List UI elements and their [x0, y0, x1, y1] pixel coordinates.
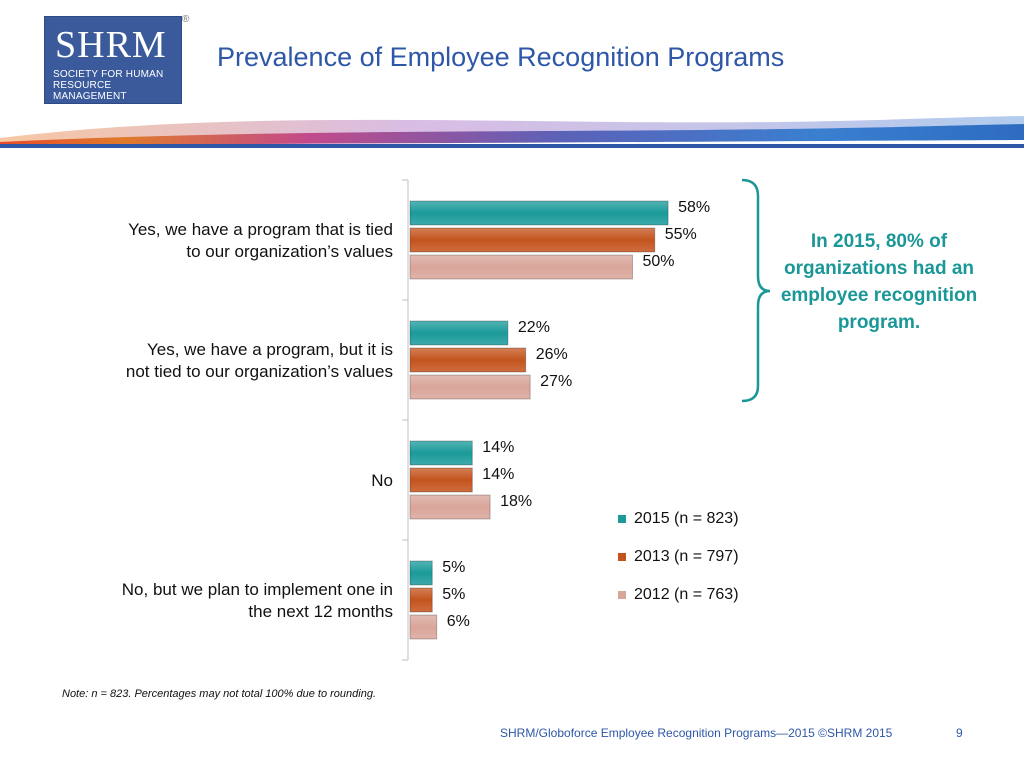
chart-legend: 2015 (n = 823) 2013 (n = 797) 2012 (n = 76… [618, 510, 739, 603]
bar-2012 [409, 494, 491, 520]
logo-subtitle: SOCIETY FOR HUMAN RESOURCE MANAGEMENT [53, 69, 164, 102]
callout-bracket [741, 178, 771, 403]
data-label: 50% [643, 253, 675, 270]
bar-2015 [409, 200, 669, 226]
category-label: Yes, we have a program, but it is [147, 340, 393, 359]
data-label: 5% [442, 559, 465, 576]
category-label: No [371, 471, 393, 490]
logo-box: SHRM SOCIETY FOR HUMAN RESOURCE MANAGEME… [44, 16, 182, 104]
legend-label: 2012 (n = 763) [634, 586, 739, 603]
bar-2012 [409, 374, 531, 400]
data-label: 6% [447, 613, 470, 630]
data-label: 58% [678, 199, 710, 216]
bar-2015 [409, 560, 433, 586]
bar-2013 [409, 587, 433, 613]
legend-label: 2015 (n = 823) [634, 510, 739, 527]
shrm-logo: SHRM SOCIETY FOR HUMAN RESOURCE MANAGEME… [44, 14, 189, 106]
slide-footer: SHRM/Globoforce Employee Recognition Pro… [500, 726, 893, 740]
category-label: not tied to our organization’s values [126, 362, 393, 381]
legend-swatch [618, 553, 626, 561]
data-label: 18% [500, 493, 532, 510]
bar-2012 [409, 614, 438, 640]
bar-2013 [409, 227, 656, 253]
data-label: 22% [518, 319, 550, 336]
decorative-band [0, 116, 1024, 148]
bar-2012 [409, 254, 633, 280]
chart-bars [409, 200, 669, 640]
callout-text: In 2015, 80% of organizations had an emp… [780, 231, 978, 333]
chart-labels: Yes, we have a program that is tied to ou… [122, 199, 710, 630]
legend-swatch [618, 591, 626, 599]
registered-mark: ® [182, 14, 190, 25]
bar-2015 [409, 320, 509, 346]
category-label: the next 12 months [248, 602, 393, 621]
page-number: 9 [956, 726, 963, 740]
category-label: to our organization’s values [186, 242, 393, 261]
category-label: No, but we plan to implement one in [122, 580, 393, 599]
data-label: 55% [665, 226, 697, 243]
logo-mark: SHRM [55, 24, 167, 66]
bar-2013 [409, 347, 527, 373]
data-label: 27% [540, 373, 572, 390]
data-label: 5% [442, 586, 465, 603]
slide-title: Prevalence of Employee Recognition Progr… [217, 42, 785, 72]
data-label: 26% [536, 346, 568, 363]
data-label: 14% [482, 439, 514, 456]
bar-2015 [409, 440, 473, 466]
legend-swatch [618, 515, 626, 523]
chart-axis [402, 179, 409, 661]
legend-label: 2013 (n = 797) [634, 548, 739, 565]
chart-note: Note: n = 823. Percentages may not total… [62, 688, 377, 700]
data-label: 14% [482, 466, 514, 483]
bar-2013 [409, 467, 473, 493]
category-label: Yes, we have a program that is tied [128, 220, 393, 239]
